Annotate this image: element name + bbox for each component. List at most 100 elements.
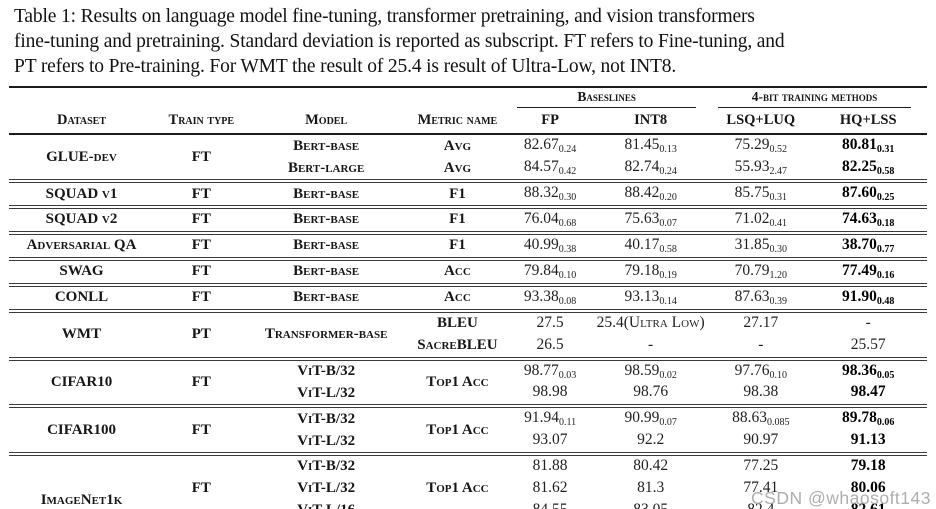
value: 82.67 — [523, 136, 559, 154]
cell-hq-lss: 74.630.18 — [809, 205, 927, 234]
cell-int8: 98.76 — [589, 382, 712, 406]
watermark: CSDN @whaosoft143 — [751, 488, 931, 508]
cell-train-type: FT — [154, 356, 249, 407]
cell-lsq-luq: 87.630.39 — [712, 282, 810, 311]
results-table: Baseslines 4-bit training methods Datase… — [9, 86, 927, 509]
std-subscript: 0.07 — [659, 218, 677, 230]
value: 80.06 — [850, 479, 886, 497]
cell-lsq-luq: 90.97 — [712, 430, 809, 454]
cell-lsq-luq: 82.4 — [712, 500, 809, 509]
value: 87.63 — [734, 287, 770, 305]
std-subscript: 0.11 — [558, 417, 577, 429]
value: - — [865, 313, 871, 331]
value: 98.38 — [743, 383, 779, 401]
cell-metric: BLEU — [403, 308, 512, 335]
cell-hq-lss: 79.18 — [809, 452, 927, 479]
cell-lsq-luq: 88.630.085 — [712, 404, 810, 431]
cell-model: ViT-B/32 — [248, 404, 404, 431]
value: 76.04 — [523, 210, 559, 228]
std-subscript: 0.30 — [769, 244, 787, 256]
group-header-spacer — [9, 87, 511, 109]
value: 31.85 — [734, 236, 770, 254]
value: 97.76 — [734, 361, 770, 379]
cell-metric: SacreBLEU — [417, 336, 498, 353]
value: 77.41 — [743, 479, 779, 497]
table-row: CONLL FT Bert-base Acc 93.380.08 93.130.14 87.… — [9, 282, 927, 311]
cell-fp: 88.320.30 — [511, 179, 590, 208]
cell-int8: 93.130.14 — [589, 282, 713, 311]
cell-int8: 90.990.07 — [589, 404, 713, 431]
cell-model: ViT-L/32 — [297, 384, 356, 401]
value: 75.63 — [624, 210, 660, 228]
std-subscript: 0.18 — [876, 218, 895, 230]
baselines-group-header: Baseslines — [511, 87, 712, 109]
std-subscript: 0.06 — [876, 417, 895, 429]
cell-fp: 93.380.08 — [511, 282, 590, 311]
cell-int8: 79.180.19 — [589, 256, 713, 285]
value: 90.99 — [624, 409, 660, 427]
cell-int8: 75.630.07 — [589, 205, 713, 234]
std-subscript: 0.41 — [769, 218, 787, 230]
std-subscript: 0.38 — [558, 244, 577, 256]
value: 77.25 — [743, 457, 779, 475]
cell-model: Bert-base — [293, 137, 360, 154]
cell-train-type: FT — [191, 148, 211, 165]
value: 91.90 — [842, 287, 877, 305]
cell-lsq-luq: - — [712, 335, 809, 359]
value: 98.36 — [842, 361, 877, 379]
value: 84.55 — [533, 501, 568, 509]
value: 70.79 — [734, 261, 770, 279]
cell-model: ViT-L/16 — [249, 500, 404, 509]
cell-dataset: Adversarial QA — [9, 231, 155, 259]
table-row: ViT-L/32 93.07 92.2 90.97 91.13 — [9, 430, 927, 454]
value: 92.2 — [637, 431, 665, 449]
cell-train-type: FT — [154, 256, 249, 285]
cell-hq-lss: 82.250.58 — [809, 157, 927, 181]
value: 81.62 — [532, 479, 568, 497]
value: - — [758, 335, 764, 353]
cell-train-type: FT — [154, 205, 249, 234]
table-row: CIFAR100 FT ViT-B/32 Top1 Acc 91.940.11 90.99… — [9, 404, 927, 455]
std-subscript: 0.07 — [659, 417, 677, 429]
value: 85.75 — [734, 184, 770, 202]
cell-metric: F1 — [403, 205, 512, 234]
std-subscript: 1.20 — [769, 269, 787, 281]
value: 55.93 — [734, 158, 770, 176]
table-row: SQUAD v1 FT Bert-base F1 88.320.30 88.420.20 8… — [9, 179, 927, 208]
value: 25.57 — [850, 335, 886, 353]
std-subscript: 0.10 — [769, 369, 787, 381]
value: 79.18 — [624, 261, 660, 279]
value: 91.94 — [524, 409, 559, 427]
cell-metric: F1 — [403, 231, 512, 259]
value: 80.42 — [633, 457, 669, 475]
value: 79.84 — [523, 261, 559, 279]
col-header-fp: FP — [511, 109, 590, 136]
cell-fp: 98.770.03 — [511, 356, 590, 383]
cell-model: Bert-base — [248, 205, 404, 234]
table-row: ImageNet1k FT ViT-B/32 Top1 Acc 81.88 80.42 77… — [9, 452, 927, 509]
cell-lsq-luq: 55.932.47 — [712, 157, 809, 181]
cell-dataset: GLUE-dev — [46, 148, 117, 165]
cell-hq-lss: 89.780.06 — [809, 404, 927, 431]
col-header-dataset: Dataset — [9, 109, 155, 136]
group-header-row: Baseslines 4-bit training methods — [9, 87, 927, 109]
std-subscript: 0.24 — [659, 166, 677, 178]
caption-line: PT refers to Pre-training. For WMT the r… — [14, 55, 677, 77]
cell-fp: 93.07 — [511, 430, 589, 454]
cell-model: Bert-base — [248, 282, 404, 311]
std-subscript: 0.30 — [558, 192, 577, 204]
value: 83.05 — [633, 501, 668, 509]
cell-fp: 81.88 — [511, 452, 590, 479]
cell-fp: 84.55 — [511, 500, 589, 509]
value: 98.59 — [624, 361, 660, 379]
table-row: ViT-L/16 84.55 83.05 82.4 82.61 — [9, 500, 927, 509]
std-subscript: 0.24 — [558, 144, 577, 156]
std-subscript: 0.48 — [876, 295, 895, 307]
cell-lsq-luq: 85.750.31 — [712, 179, 810, 208]
cell-fp: 82.670.24 — [511, 134, 589, 157]
cell-int8: 81.450.13 — [589, 134, 712, 157]
std-subscript: 0.39 — [769, 295, 787, 307]
cell-hq-lss: 80.810.31 — [809, 134, 927, 157]
cell-fp: 27.5 — [511, 308, 590, 335]
